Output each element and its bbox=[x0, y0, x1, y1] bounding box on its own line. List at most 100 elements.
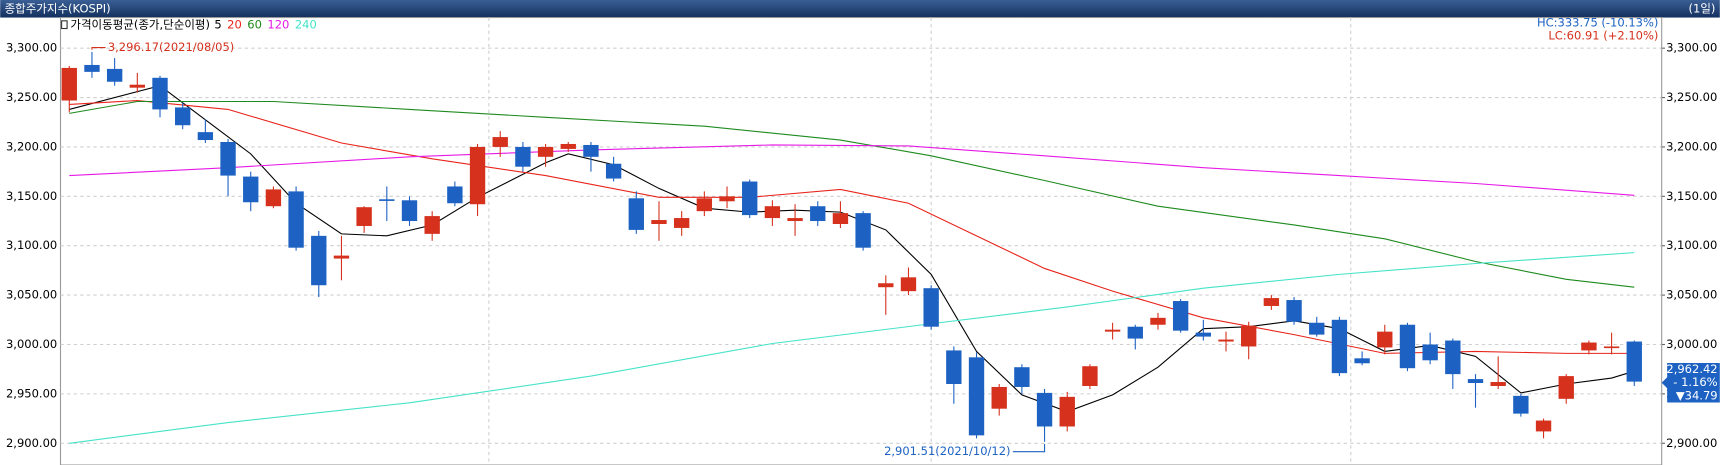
candle-body bbox=[923, 288, 939, 327]
legend-entry: 60 bbox=[247, 18, 262, 32]
legend-entry: 240 bbox=[295, 18, 317, 32]
candle-body bbox=[401, 200, 418, 222]
y-tick-label: 3,000.00 bbox=[6, 337, 57, 351]
ma-line bbox=[69, 100, 1635, 288]
candle-body bbox=[515, 146, 531, 167]
candle-body bbox=[583, 144, 599, 157]
y2-tick-label: 3,300.00 bbox=[1666, 41, 1717, 55]
candle-body bbox=[1127, 326, 1143, 339]
candle-body bbox=[1490, 382, 1506, 386]
candle-body bbox=[1059, 396, 1075, 427]
candle-body bbox=[265, 189, 282, 207]
candle-body bbox=[764, 206, 781, 219]
annotation: 3,296.17(2021/08/05) bbox=[108, 40, 234, 54]
candle-body bbox=[379, 199, 395, 201]
price-box-text: ▼34.79 bbox=[1676, 388, 1718, 402]
y-tick-label: 3,300.00 bbox=[6, 41, 57, 55]
candle-body bbox=[1535, 420, 1552, 432]
candle-body bbox=[1377, 331, 1393, 348]
price-box bbox=[1661, 362, 1720, 403]
candle-body bbox=[1445, 340, 1461, 375]
candle-body bbox=[1218, 339, 1234, 342]
candle-body bbox=[991, 386, 1007, 409]
lc-label: LC:60.91 (+2.10%) bbox=[1548, 29, 1658, 43]
candle-body bbox=[61, 67, 77, 101]
candle-body bbox=[878, 283, 894, 288]
candle-body bbox=[152, 77, 168, 110]
candle-body bbox=[855, 213, 871, 248]
candle-body bbox=[946, 350, 962, 385]
y-tick-label: 3,100.00 bbox=[6, 238, 57, 252]
candle-body bbox=[1467, 379, 1484, 384]
y2-tick-label: 3,150.00 bbox=[1666, 189, 1717, 203]
candle-body bbox=[220, 142, 236, 176]
candle-body bbox=[84, 64, 100, 72]
y-tick-label: 3,150.00 bbox=[6, 189, 57, 203]
candle-body bbox=[1513, 395, 1529, 414]
candle-body bbox=[1263, 298, 1280, 306]
legend-entry: 20 bbox=[227, 18, 242, 32]
candle-body bbox=[1422, 344, 1438, 361]
candle-body bbox=[1399, 324, 1416, 369]
candle-body bbox=[469, 146, 486, 205]
candle-body bbox=[447, 186, 463, 204]
y2-tick-label: 2,900.00 bbox=[1666, 436, 1717, 450]
candle-body bbox=[810, 206, 826, 222]
ma-line bbox=[69, 144, 1635, 196]
candle-body bbox=[832, 213, 849, 224]
candle-body bbox=[356, 207, 372, 226]
y-tick-label: 3,050.00 bbox=[6, 288, 57, 302]
candle-body bbox=[1626, 341, 1642, 382]
candle-body bbox=[673, 218, 690, 228]
candle-body bbox=[1150, 317, 1166, 325]
candle-body bbox=[1558, 376, 1574, 399]
candle-body bbox=[1603, 346, 1620, 349]
period: (1일) bbox=[1689, 1, 1716, 15]
y2-tick-label: 3,000.00 bbox=[1666, 337, 1717, 351]
candle-body bbox=[1195, 332, 1212, 337]
candle-body bbox=[175, 107, 191, 126]
candle-body bbox=[243, 176, 259, 203]
candle-body bbox=[1331, 319, 1348, 374]
candle-body bbox=[537, 146, 554, 157]
candle-body bbox=[628, 198, 644, 230]
title-bar bbox=[0, 0, 1720, 18]
candle-body bbox=[1014, 367, 1030, 387]
candle-body bbox=[1354, 358, 1370, 364]
candle-body bbox=[742, 181, 758, 216]
annotation-arrow bbox=[91, 47, 106, 50]
candle-body bbox=[129, 84, 146, 88]
candle-body bbox=[719, 196, 735, 202]
y-tick-label: 2,950.00 bbox=[6, 386, 57, 400]
y2-tick-label: 3,250.00 bbox=[1666, 90, 1717, 104]
candle-body bbox=[288, 191, 304, 248]
y2-tick-label: 3,050.00 bbox=[1666, 288, 1717, 302]
candle-body bbox=[696, 198, 713, 212]
candle-body bbox=[1581, 342, 1597, 351]
legend-entry: 5 bbox=[214, 18, 221, 32]
y2-tick-label: 3,200.00 bbox=[1666, 139, 1717, 153]
price-box-text: - 1.16% bbox=[1673, 375, 1717, 389]
candle-body bbox=[1036, 392, 1053, 427]
candle-body bbox=[333, 255, 350, 259]
candle-body bbox=[1241, 325, 1257, 347]
hc-label: HC:333.75 (-10.13%) bbox=[1537, 16, 1658, 30]
candle-body bbox=[1286, 300, 1302, 322]
candle-body bbox=[1309, 322, 1325, 335]
legend-entry: 120 bbox=[267, 18, 289, 32]
legend-icon bbox=[61, 20, 68, 30]
candle-body bbox=[560, 143, 576, 149]
candle-body bbox=[605, 163, 622, 179]
legend-title: 가격이동평균(종가,단순이평) bbox=[70, 18, 210, 32]
price-box-text: 2,962.42 bbox=[1666, 362, 1717, 376]
candle-body bbox=[968, 357, 985, 436]
annotation-arrow bbox=[1012, 443, 1046, 453]
candle-body bbox=[311, 235, 327, 286]
candle-body bbox=[492, 137, 508, 147]
annotation: 2,901.51(2021/10/12) bbox=[884, 444, 1010, 458]
candle-body bbox=[1082, 366, 1098, 386]
y-tick-label: 3,250.00 bbox=[6, 90, 57, 104]
chart-title: 종합주가지수(KOSPI) bbox=[5, 1, 111, 15]
